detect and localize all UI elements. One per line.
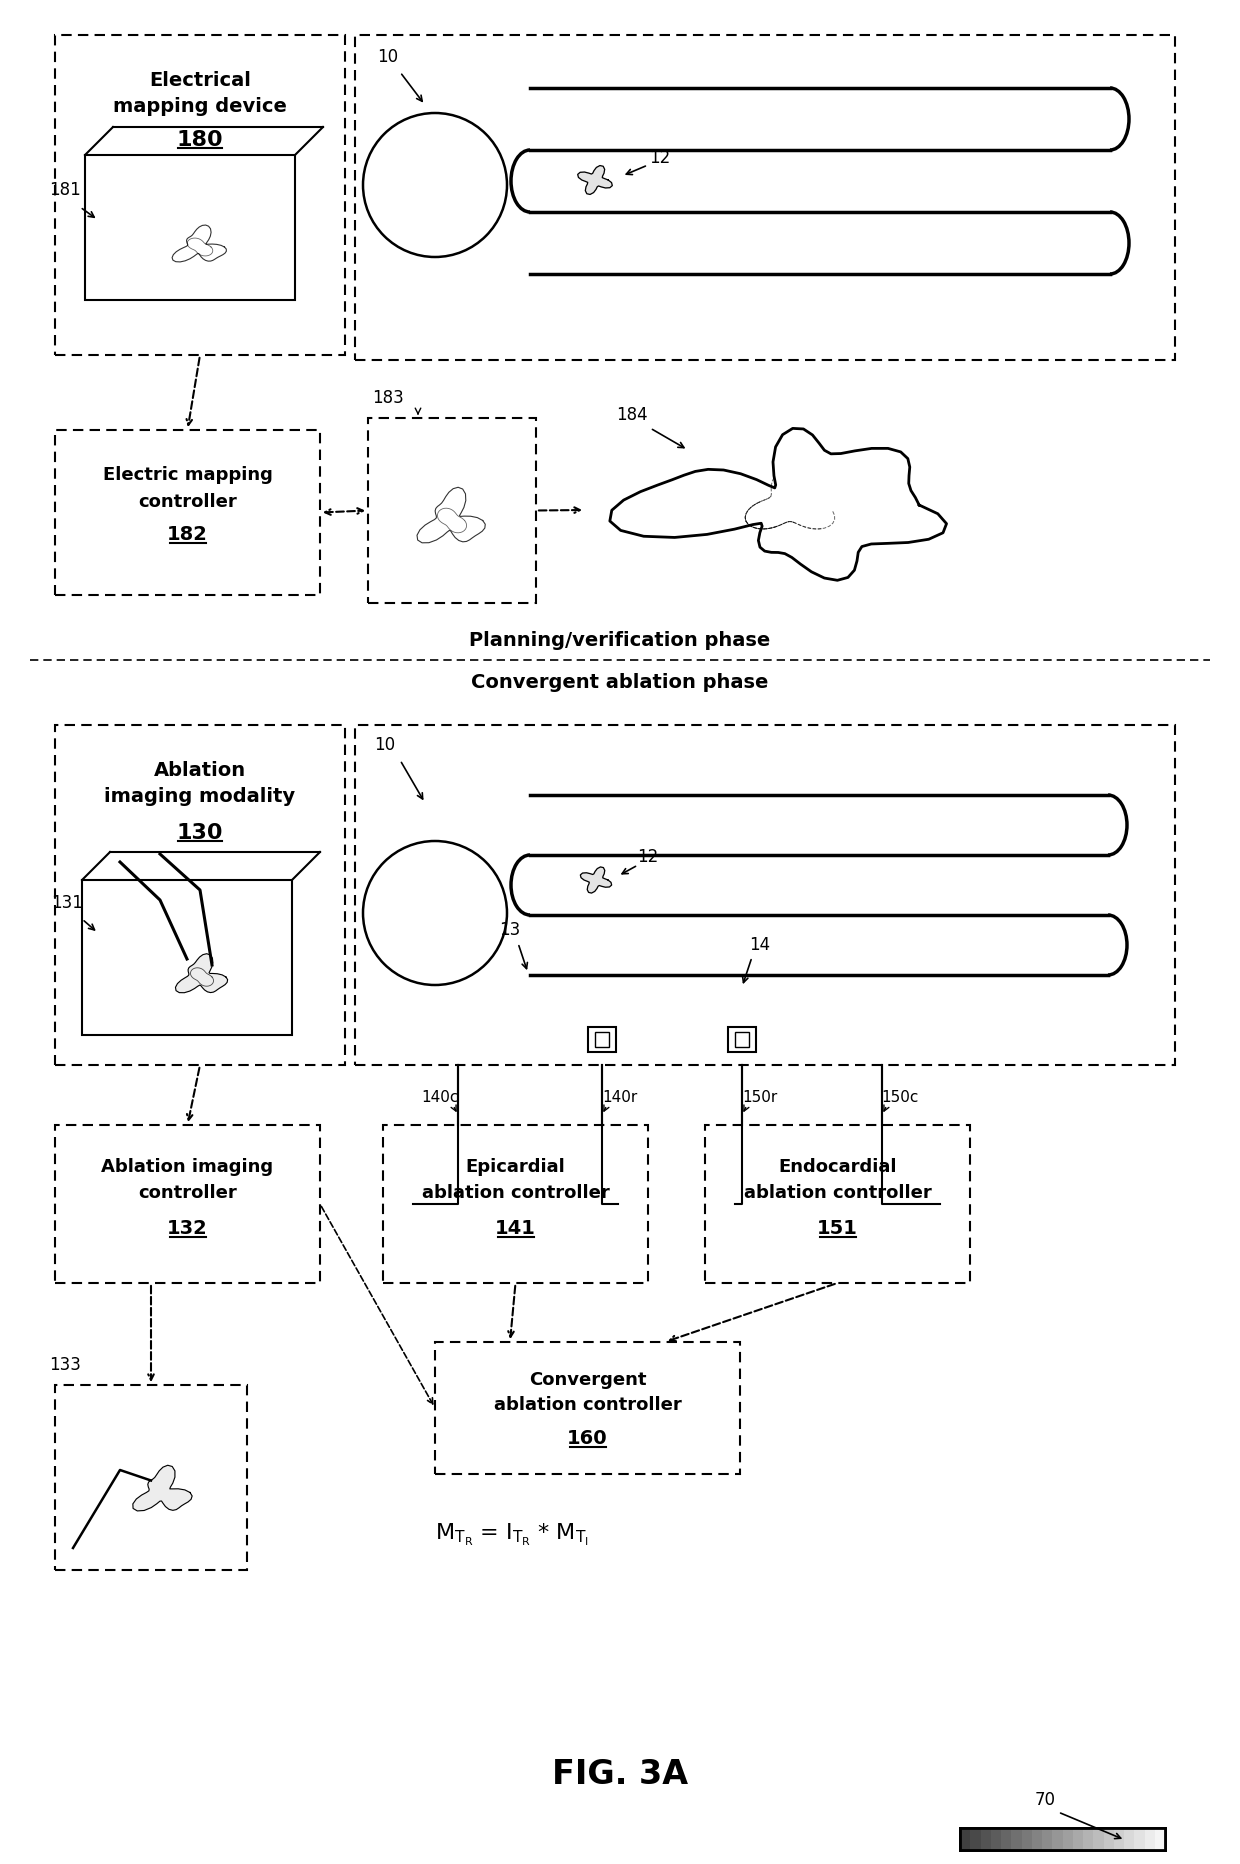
Text: 182: 182	[167, 526, 208, 544]
Text: 150c: 150c	[882, 1089, 919, 1105]
Text: 10: 10	[377, 48, 398, 65]
Text: 180: 180	[176, 130, 223, 149]
FancyBboxPatch shape	[970, 1829, 981, 1849]
FancyBboxPatch shape	[588, 1027, 616, 1051]
Text: ablation controller: ablation controller	[494, 1396, 681, 1415]
Text: 181: 181	[50, 181, 81, 199]
FancyBboxPatch shape	[1114, 1829, 1123, 1849]
Text: 140c: 140c	[422, 1089, 459, 1105]
Polygon shape	[176, 954, 228, 994]
Text: 70: 70	[1034, 1791, 1055, 1808]
Text: Convergent: Convergent	[528, 1372, 646, 1389]
FancyBboxPatch shape	[960, 1829, 1166, 1849]
Text: Epicardial: Epicardial	[466, 1158, 565, 1176]
FancyBboxPatch shape	[1063, 1829, 1073, 1849]
Text: imaging modality: imaging modality	[104, 787, 295, 807]
Text: 141: 141	[495, 1219, 536, 1238]
FancyBboxPatch shape	[981, 1829, 991, 1849]
FancyBboxPatch shape	[1104, 1829, 1114, 1849]
Text: Ablation: Ablation	[154, 761, 246, 779]
FancyBboxPatch shape	[1053, 1829, 1063, 1849]
FancyBboxPatch shape	[991, 1829, 1001, 1849]
FancyBboxPatch shape	[1032, 1829, 1042, 1849]
FancyBboxPatch shape	[728, 1027, 756, 1051]
FancyBboxPatch shape	[595, 1033, 609, 1048]
Text: FIG. 3A: FIG. 3A	[552, 1758, 688, 1791]
Text: 132: 132	[167, 1219, 208, 1238]
Text: Ablation imaging: Ablation imaging	[102, 1158, 274, 1176]
Text: 140r: 140r	[603, 1089, 637, 1105]
FancyBboxPatch shape	[82, 880, 291, 1035]
Text: 12: 12	[637, 848, 658, 867]
FancyBboxPatch shape	[1145, 1829, 1154, 1849]
Text: ablation controller: ablation controller	[422, 1184, 609, 1202]
FancyBboxPatch shape	[1073, 1829, 1083, 1849]
Text: 184: 184	[616, 406, 647, 423]
FancyBboxPatch shape	[1123, 1829, 1135, 1849]
Text: 133: 133	[50, 1355, 81, 1374]
Text: 10: 10	[374, 736, 396, 755]
FancyBboxPatch shape	[1022, 1829, 1032, 1849]
Text: 14: 14	[749, 936, 770, 954]
Text: Endocardial: Endocardial	[779, 1158, 897, 1176]
Polygon shape	[578, 166, 613, 194]
Text: Planning/verification phase: Planning/verification phase	[470, 630, 770, 649]
Polygon shape	[133, 1465, 192, 1512]
FancyBboxPatch shape	[960, 1829, 970, 1849]
Text: Electric mapping: Electric mapping	[103, 466, 273, 485]
FancyBboxPatch shape	[86, 155, 295, 300]
Text: 150r: 150r	[743, 1089, 777, 1105]
Text: Convergent ablation phase: Convergent ablation phase	[471, 673, 769, 692]
Text: $\mathregular{M}$$\mathregular{_{T_R}}$ = $\mathregular{I}$$\mathregular{_{T_R}}: $\mathregular{M}$$\mathregular{_{T_R}}$ …	[435, 1521, 589, 1549]
FancyBboxPatch shape	[735, 1033, 749, 1048]
Text: 160: 160	[567, 1430, 608, 1448]
Text: mapping device: mapping device	[113, 97, 286, 116]
FancyBboxPatch shape	[1154, 1829, 1166, 1849]
FancyBboxPatch shape	[1042, 1829, 1053, 1849]
FancyBboxPatch shape	[1135, 1829, 1145, 1849]
Polygon shape	[580, 867, 611, 893]
FancyBboxPatch shape	[1001, 1829, 1012, 1849]
Text: Electrical: Electrical	[149, 71, 250, 89]
FancyBboxPatch shape	[1012, 1829, 1022, 1849]
Text: controller: controller	[138, 1184, 237, 1202]
Text: 130: 130	[177, 824, 223, 843]
Text: 151: 151	[817, 1219, 858, 1238]
Text: controller: controller	[138, 492, 237, 511]
Text: 13: 13	[500, 921, 521, 939]
FancyBboxPatch shape	[1083, 1829, 1094, 1849]
FancyBboxPatch shape	[1094, 1829, 1104, 1849]
Text: 183: 183	[372, 390, 404, 406]
Text: ablation controller: ablation controller	[744, 1184, 931, 1202]
Text: 131: 131	[51, 895, 83, 911]
Text: 12: 12	[650, 149, 671, 168]
